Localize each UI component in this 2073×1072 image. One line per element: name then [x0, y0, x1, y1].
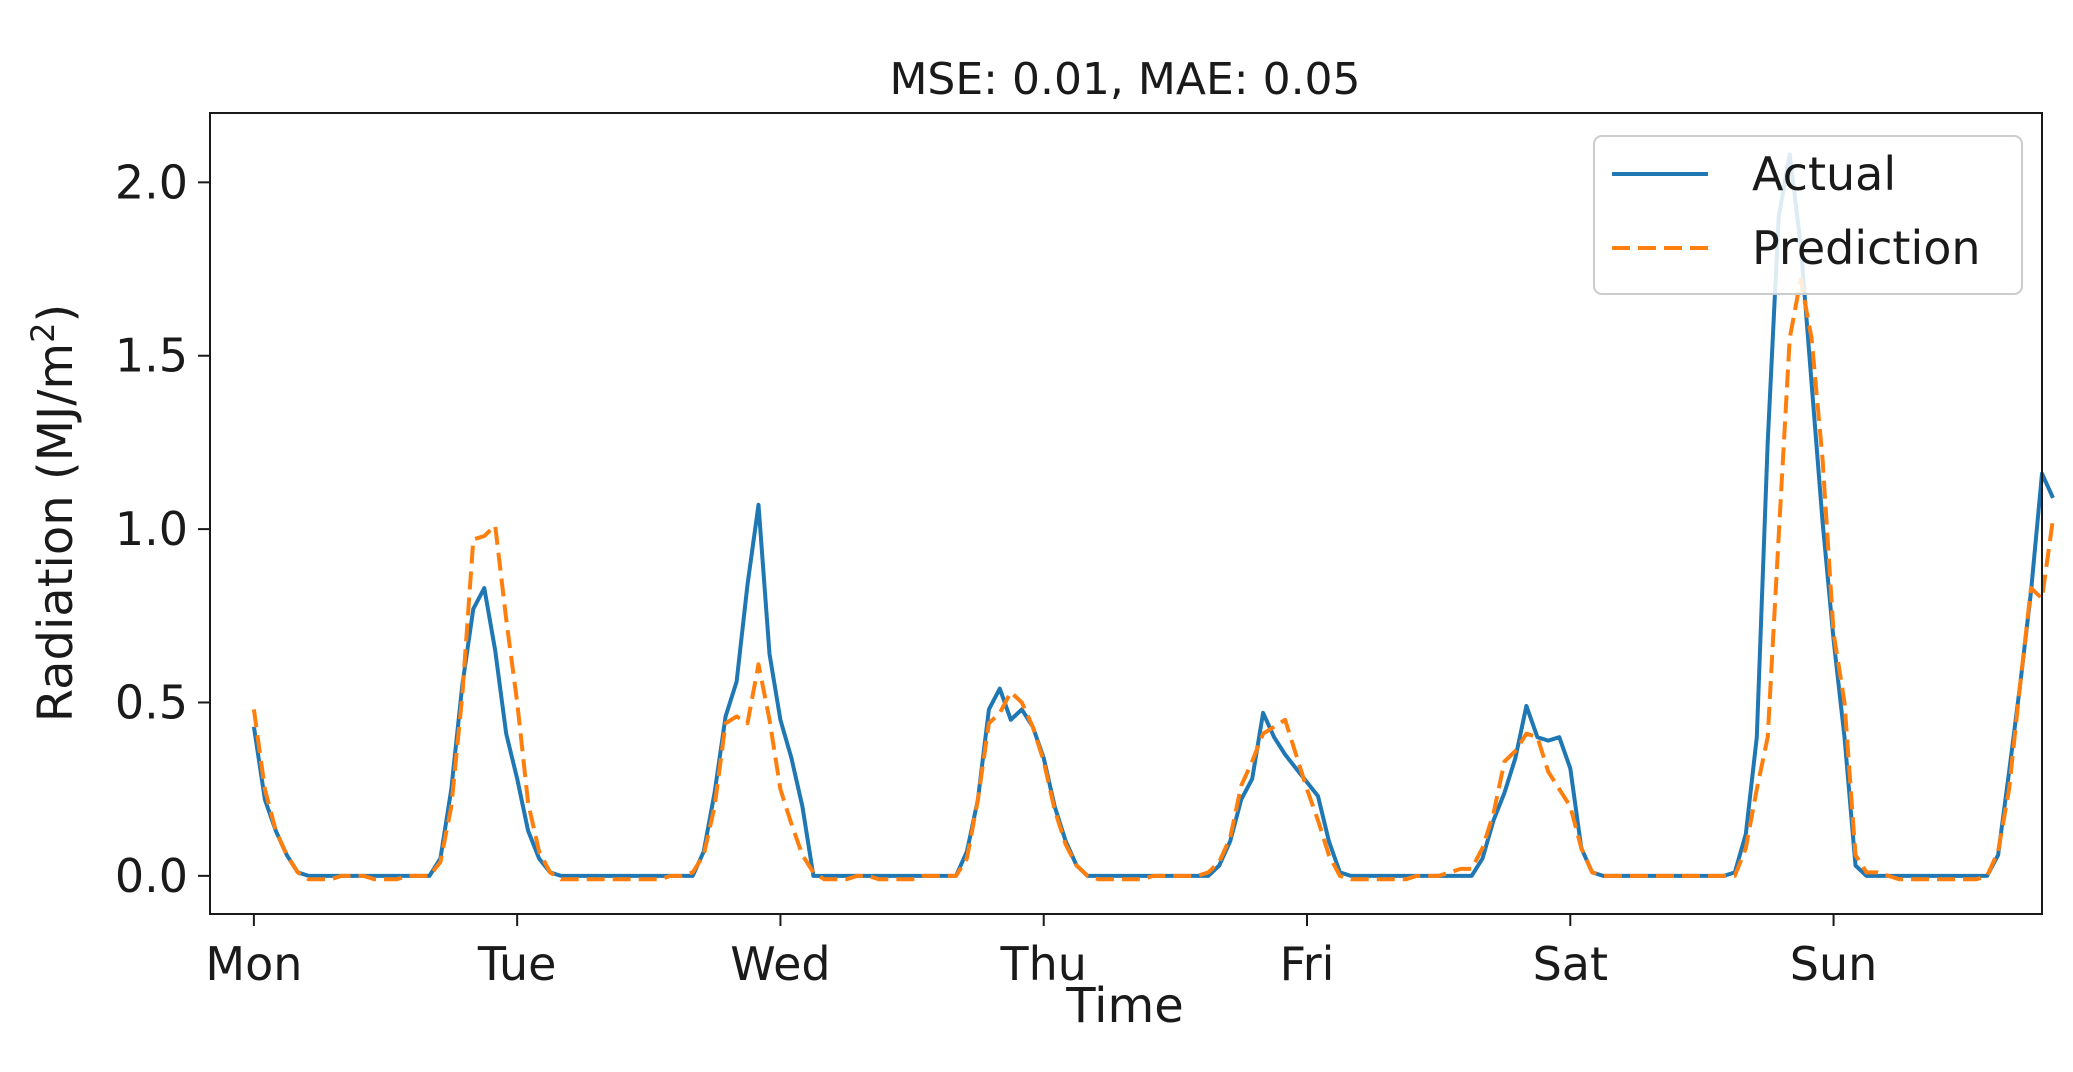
y-tick-label: 2.0: [115, 155, 188, 209]
plot-frame: [209, 112, 2043, 915]
x-tick-label: Thu: [1000, 937, 1087, 991]
legend-label-prediction: Prediction: [1752, 221, 1981, 275]
x-tick-label: Mon: [205, 937, 302, 991]
y-axis-label: Radiation (MJ/m2): [24, 304, 84, 722]
series-line-prediction: [251, 277, 2055, 882]
x-tick-label: Sun: [1790, 937, 1878, 991]
x-tick-label: Sat: [1533, 937, 1608, 991]
x-axis-label: Time: [1065, 978, 1183, 1034]
y-tick-label: 0.5: [115, 675, 188, 729]
y-tick-label: 0.0: [115, 849, 188, 903]
legend: Actual Prediction: [1593, 135, 2023, 295]
x-tick-label: Wed: [730, 937, 830, 991]
chart-title: MSE: 0.01, MAE: 0.05: [889, 54, 1360, 105]
y-tick-label: 1.5: [115, 329, 188, 383]
x-tick-label: Tue: [477, 937, 557, 991]
x-tick-label: Fri: [1280, 937, 1335, 991]
legend-label-actual: Actual: [1752, 147, 1896, 201]
y-tick-label: 1.0: [115, 502, 188, 556]
